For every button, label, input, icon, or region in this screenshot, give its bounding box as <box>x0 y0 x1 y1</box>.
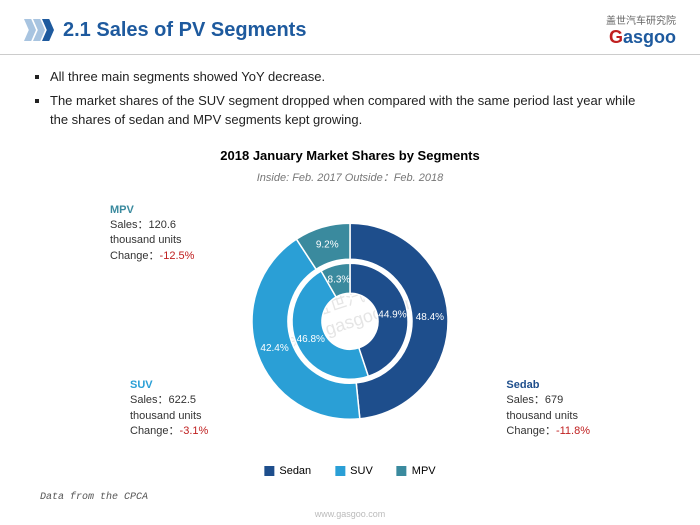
donut-chart: 盖世汽车 auto.gasgoo.com 48.4%42.4%9.2%44.9%… <box>0 185 700 485</box>
logo: 盖世汽车研究院 Gasgoo <box>606 12 676 48</box>
legend-item-mpv: MPV <box>397 465 436 477</box>
legend: Sedan SUV MPV <box>264 465 435 477</box>
callout-suv: SUV Sales：622.5 thousand units Change：-3… <box>130 378 208 440</box>
bullet-list: All three main segments showed YoY decre… <box>0 55 700 142</box>
donut-svg: 48.4% 42.4% 9.2% 44.9% 46.8% 8.3% <box>240 211 460 431</box>
svg-text:44.9%: 44.9% <box>378 309 406 320</box>
logo-cn: 盖世汽车研究院 <box>606 12 676 27</box>
bullet-item: The market shares of the SUV segment dro… <box>50 91 650 130</box>
chart-svg-wrap: 48.4% 42.4% 9.2% 44.9% 46.8% 8.3% <box>240 211 460 436</box>
swatch-icon <box>264 466 274 476</box>
svg-text:48.4%: 48.4% <box>416 312 444 323</box>
svg-text:9.2%: 9.2% <box>316 239 339 250</box>
legend-item-suv: SUV <box>335 465 373 477</box>
chart-subtitle: Inside: Feb. 2017 Outside：Feb. 2018 <box>0 169 700 185</box>
page-title: 2.1 Sales of PV Segments <box>63 19 606 42</box>
swatch-icon <box>335 466 345 476</box>
bullet-item: All three main segments showed YoY decre… <box>50 67 650 87</box>
svg-text:46.8%: 46.8% <box>297 333 325 344</box>
chart-title: 2018 January Market Shares by Segments <box>0 148 700 163</box>
swatch-icon <box>397 466 407 476</box>
callout-mpv: MPV Sales：120.6 thousand units Change：-1… <box>110 203 194 265</box>
data-source: Data from the CPCA <box>40 492 148 503</box>
footer-url: www.gasgoo.com <box>315 509 386 519</box>
svg-text:8.3%: 8.3% <box>328 274 351 285</box>
svg-text:42.4%: 42.4% <box>260 342 288 353</box>
header-chevrons <box>24 19 51 41</box>
header: 2.1 Sales of PV Segments 盖世汽车研究院 Gasgoo <box>0 0 700 55</box>
callout-sedan: Sedab Sales：679 thousand units Change：-1… <box>506 378 590 440</box>
legend-item-sedan: Sedan <box>264 465 311 477</box>
logo-en: Gasgoo <box>606 27 676 48</box>
